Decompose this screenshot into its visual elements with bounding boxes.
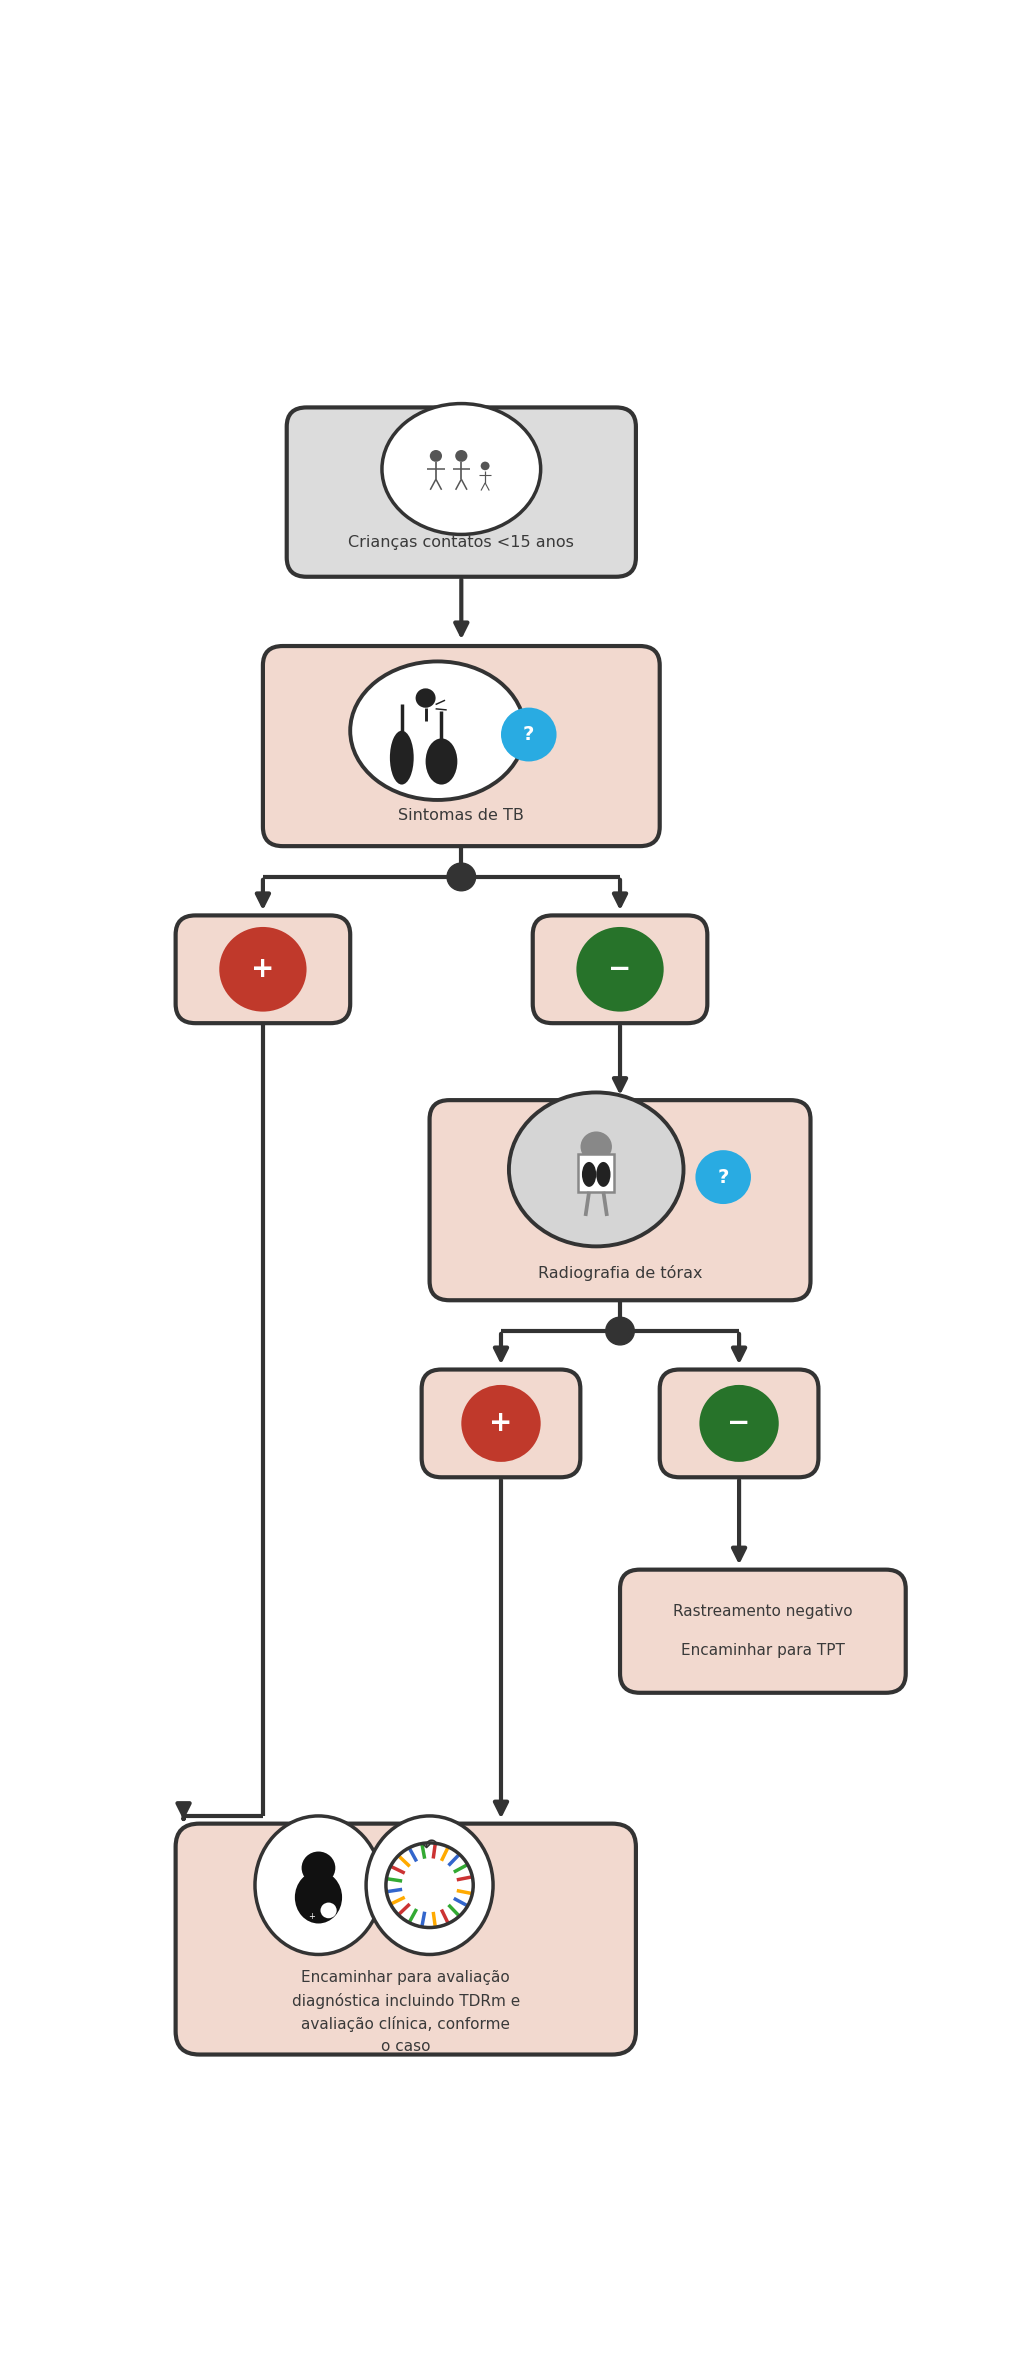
- FancyBboxPatch shape: [430, 1099, 811, 1301]
- Circle shape: [501, 708, 557, 760]
- Circle shape: [606, 1317, 634, 1346]
- Text: +: +: [251, 955, 274, 983]
- Text: +: +: [308, 1912, 315, 1921]
- FancyBboxPatch shape: [659, 1369, 818, 1478]
- Circle shape: [456, 450, 467, 462]
- Text: Crianças contatos <15 anos: Crianças contatos <15 anos: [348, 535, 574, 550]
- Ellipse shape: [382, 403, 541, 535]
- Ellipse shape: [295, 1872, 342, 1924]
- Ellipse shape: [582, 1161, 596, 1187]
- Circle shape: [447, 862, 475, 891]
- Text: Radiografia de tórax: Radiografia de tórax: [538, 1265, 702, 1282]
- Circle shape: [430, 450, 442, 462]
- FancyBboxPatch shape: [176, 914, 350, 1023]
- Circle shape: [699, 1386, 779, 1462]
- Text: diagnóstica incluindo TDRm e: diagnóstica incluindo TDRm e: [292, 1992, 520, 2009]
- FancyBboxPatch shape: [579, 1154, 614, 1192]
- Text: ?: ?: [523, 725, 535, 744]
- Text: Rastreamento negativo: Rastreamento negativo: [673, 1604, 853, 1620]
- FancyBboxPatch shape: [422, 1369, 581, 1478]
- Text: ?: ?: [718, 1168, 729, 1187]
- Text: Encaminhar para avaliação: Encaminhar para avaliação: [301, 1971, 510, 1985]
- Ellipse shape: [390, 730, 414, 784]
- Circle shape: [461, 1386, 541, 1462]
- Circle shape: [321, 1902, 337, 1919]
- Circle shape: [577, 926, 664, 1012]
- Text: +: +: [489, 1410, 513, 1438]
- Text: −: −: [608, 955, 632, 983]
- Circle shape: [581, 1132, 612, 1161]
- Text: Encaminhar para TPT: Encaminhar para TPT: [681, 1644, 845, 1658]
- Ellipse shape: [426, 739, 458, 784]
- Text: o caso: o caso: [381, 2040, 430, 2054]
- Ellipse shape: [350, 661, 525, 801]
- Text: −: −: [727, 1410, 751, 1438]
- Ellipse shape: [255, 1817, 382, 1954]
- Circle shape: [219, 926, 306, 1012]
- Circle shape: [416, 689, 435, 708]
- Text: Sintomas de TB: Sintomas de TB: [398, 808, 524, 822]
- FancyBboxPatch shape: [176, 1824, 636, 2054]
- Circle shape: [302, 1853, 335, 1883]
- FancyBboxPatch shape: [532, 914, 708, 1023]
- Ellipse shape: [367, 1817, 494, 1954]
- Circle shape: [480, 462, 489, 469]
- Ellipse shape: [596, 1161, 610, 1187]
- Text: avaliação clínica, conforme: avaliação clínica, conforme: [301, 2016, 510, 2033]
- Circle shape: [695, 1151, 751, 1203]
- Ellipse shape: [509, 1092, 684, 1246]
- Text: ↶: ↶: [422, 1838, 437, 1857]
- FancyBboxPatch shape: [263, 647, 659, 846]
- FancyBboxPatch shape: [287, 407, 636, 576]
- FancyBboxPatch shape: [621, 1571, 906, 1694]
